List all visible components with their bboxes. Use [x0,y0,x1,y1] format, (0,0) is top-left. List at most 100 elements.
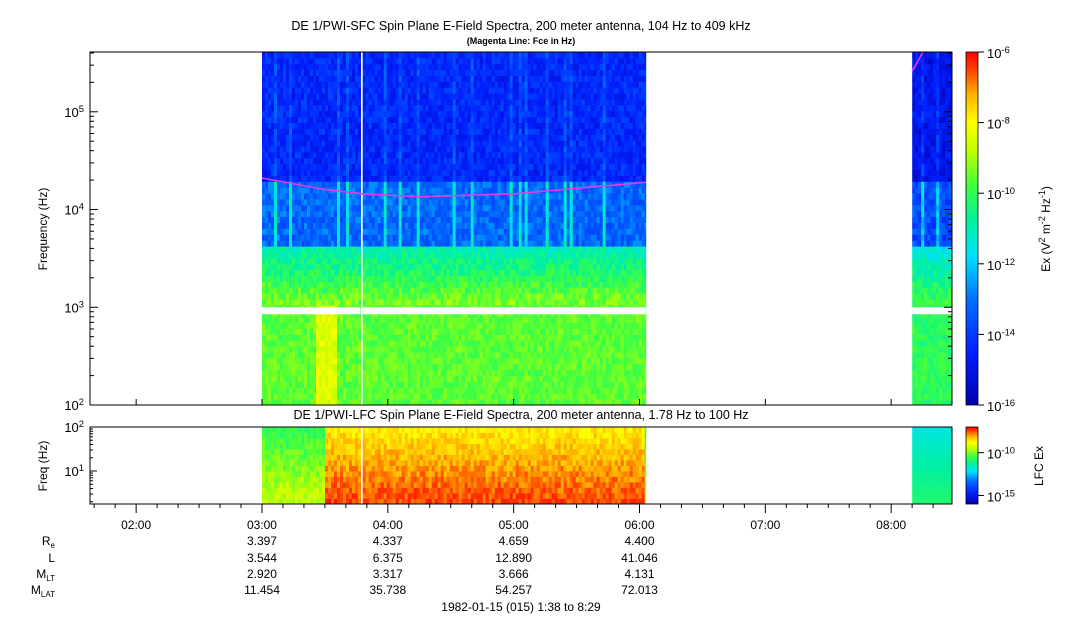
sfc-cell [389,140,394,147]
sfc-cell [428,369,433,376]
sfc-cell [389,57,394,65]
sfc-cell [301,205,305,212]
sfc-cell [380,116,385,123]
sfc-cell [343,322,347,329]
sfc-cell [295,322,299,329]
sfc-cell [431,252,436,259]
sfc-cell [313,116,317,123]
sfc-cell [473,281,478,288]
sfc-cell [334,340,338,347]
sfc-cell [316,357,320,365]
sfc-cell [488,299,493,306]
sfc-cell [316,246,320,253]
sfc-cell [449,69,454,76]
sfc-cell [449,375,454,382]
sfc-cell [485,199,490,206]
sfc-cell [316,69,320,76]
sfc-cell [304,369,308,376]
sfc-cell [440,257,445,265]
sfc-cell [274,357,278,365]
sfc-cell [407,340,412,347]
sfc-cell [316,152,320,159]
sfc-cell [386,222,391,229]
sfc-cell [452,257,457,265]
sfc-cell [488,187,493,194]
sfc-cell [265,216,269,223]
sfc-cell [434,175,439,182]
sfc-cell [334,240,338,247]
sfc-cell [461,69,466,76]
sfc-cell [398,275,403,282]
sfc-cell [473,375,478,382]
sfc-cell [410,399,415,405]
sfc-cell [416,275,421,282]
sfc-cell [476,275,481,282]
sfc-cell [371,69,376,76]
sfc-cell [479,63,484,71]
sfc-cell [413,228,418,235]
sfc-cell [473,346,478,353]
sfc-cell [389,369,394,376]
sfc-cell [365,228,370,235]
sfc-cell [416,134,421,141]
sfc-cell [346,63,350,71]
sfc-cell [437,181,442,188]
sfc-cell [392,393,397,400]
sfc-cell [298,99,302,106]
sfc-cell [328,387,332,394]
sfc-cell [389,93,394,100]
sfc-cell [395,228,400,235]
sfc-cell [413,334,418,341]
sfc-cell [428,187,433,194]
sfc-cell [328,328,332,335]
sfc-cell [380,316,385,324]
sfc-cell [340,99,344,106]
sfc-cell [386,399,391,405]
sfc-cell [334,252,338,259]
sfc-cell [503,393,508,400]
sfc-cell [313,381,317,388]
sfc-cell [452,57,457,65]
sfc-cell [322,316,326,324]
sfc-cell [494,57,499,65]
sfc-cell [346,116,350,123]
sfc-cell [313,399,317,405]
sfc-cell [461,75,466,82]
sfc-cell [271,99,275,106]
sfc-cell [331,369,335,376]
sfc-cell [358,134,361,141]
sfc-cell [485,81,490,88]
sfc-cell [289,57,293,65]
sfc-cell [428,128,433,135]
sfc-cell [322,228,326,235]
sfc-cell [316,116,320,123]
sfc-cell [271,169,275,176]
sfc-cell [395,169,400,176]
sfc-cell [374,210,379,218]
sfc-cell [289,375,293,382]
sfc-cell [437,99,442,106]
sfc-cell [325,352,329,359]
sfc-cell [352,128,356,135]
sfc-cell [295,393,299,400]
sfc-cell [265,193,269,200]
sfc-cell [274,57,278,65]
sfc-cell [340,52,344,59]
sfc-cell [343,104,347,112]
sfc-cell [337,81,341,88]
sfc-cell [319,369,323,376]
sfc-cell [467,263,472,271]
sfc-cell [283,387,287,394]
sfc-cell [470,146,475,153]
sfc-cell [440,69,445,76]
sfc-cell [268,357,272,365]
sfc-cell [509,81,514,88]
sfc-cell [503,240,508,247]
sfc-cell [386,205,391,212]
sfc-cell [362,175,367,182]
sfc-cell [485,316,490,324]
sfc-cell [310,393,314,400]
sfc-cell [374,328,379,335]
sfc-cell [292,240,296,247]
sfc-cell [355,316,359,324]
